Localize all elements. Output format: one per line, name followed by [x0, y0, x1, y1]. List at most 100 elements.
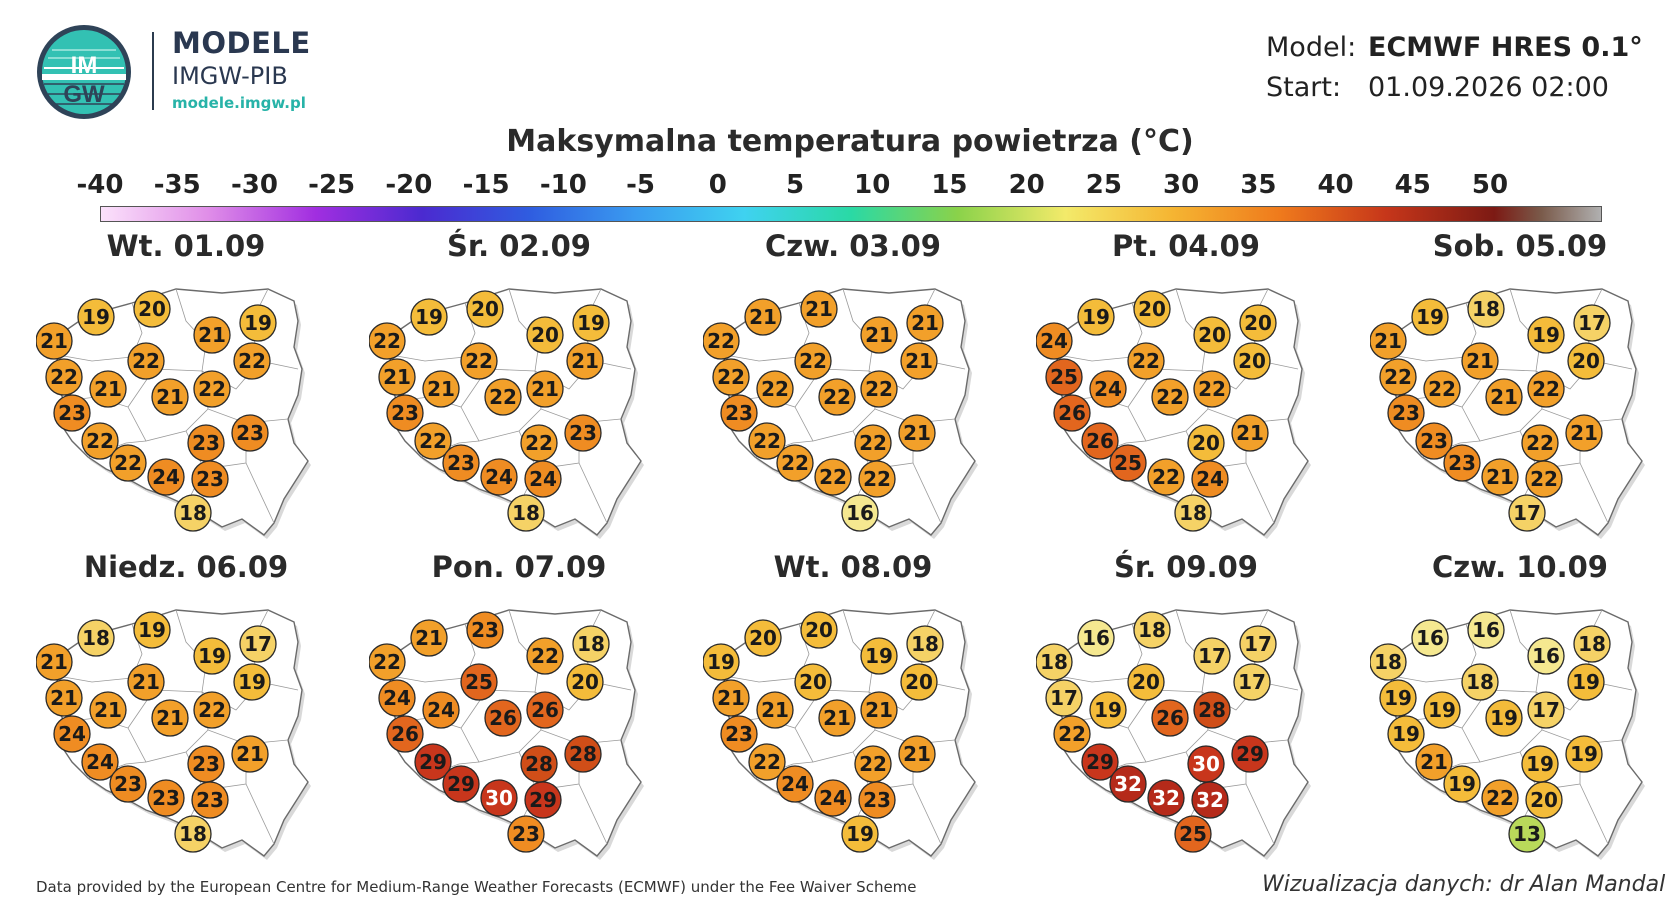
temperature-dot: [1565, 735, 1603, 773]
temperature-value: 22: [114, 451, 142, 475]
temperature-dot: [147, 458, 185, 496]
temperature-value: 19: [1082, 305, 1110, 329]
temperature-marker: 26: [1081, 422, 1119, 460]
temperature-value: 18: [1578, 632, 1606, 656]
temperature-value: 23: [391, 401, 419, 425]
temperature-value: 23: [569, 421, 597, 445]
temperature-marker: 29: [1231, 735, 1269, 773]
temperature-value: 19: [1532, 323, 1560, 347]
temperature-marker: 22: [369, 643, 406, 681]
temperature-value: 16: [1472, 618, 1500, 642]
temperature-dot: [1415, 743, 1453, 781]
temperature-dot: [1387, 715, 1425, 753]
temperature-dot: [239, 304, 277, 342]
temperature-value: 22: [753, 750, 781, 774]
temperature-dot: [744, 298, 782, 336]
imgw-logo: IM GW: [37, 25, 131, 119]
day-label: Śr. 02.09: [447, 229, 591, 263]
temperature-dot: [1089, 691, 1127, 729]
temperature-value: 22: [1058, 722, 1086, 746]
region-border: [1461, 406, 1543, 442]
temperature-dot: [566, 663, 604, 701]
temperature-value: 21: [427, 377, 455, 401]
temperature-value: 25: [1114, 451, 1142, 475]
temperature-marker: 22: [81, 422, 119, 460]
temperature-value: 23: [192, 431, 220, 455]
temperature-dot: [480, 458, 518, 496]
temperature-marker: 23: [191, 781, 229, 819]
temperature-marker: 18: [1461, 663, 1499, 701]
temperature-dot: [720, 715, 758, 753]
temperature-marker: 22: [748, 422, 786, 460]
visualization-credit: Wizualizacja danych: dr Alan Mandal: [1262, 872, 1666, 897]
temperature-marker: 18: [1573, 625, 1611, 663]
temperature-marker: 21: [127, 663, 165, 701]
temperature-value: 24: [1094, 377, 1122, 401]
temperature-dot: [800, 611, 838, 649]
temperature-value: 19: [707, 650, 735, 674]
scale-tick: -5: [626, 170, 655, 200]
temperature-marker: 20: [800, 611, 838, 649]
temperature-marker: 21: [1231, 414, 1269, 452]
temperature-value: 20: [1138, 297, 1166, 321]
temperature-dot: [1461, 663, 1499, 701]
temperature-dot: [1481, 458, 1519, 496]
scale-tick: 25: [1085, 170, 1122, 200]
temperature-marker: 17: [239, 625, 277, 663]
temperature-marker: 20: [566, 663, 604, 701]
colorbar: [100, 206, 1602, 222]
temperature-dot: [369, 643, 406, 681]
temperature-marker: 18: [174, 815, 212, 853]
temperature-marker: 24: [147, 458, 185, 496]
temperature-dot: [1127, 342, 1165, 380]
temperature-value: 24: [485, 465, 513, 489]
temperature-dot: [53, 715, 91, 753]
temperature-dot: [480, 779, 518, 817]
temperature-marker: 24: [81, 743, 119, 781]
temperature-value: 21: [1374, 329, 1402, 353]
svg-text:IM: IM: [71, 52, 98, 79]
temperature-marker: 30: [1187, 745, 1225, 783]
scale-tick: 15: [931, 170, 968, 200]
temperature-dot: [1485, 378, 1523, 416]
brand-url[interactable]: modele.imgw.pl: [172, 94, 306, 112]
temperature-dot: [1527, 316, 1565, 354]
temperature-value: 19: [198, 644, 226, 668]
temperature-value: 21: [156, 385, 184, 409]
temperature-dot: [378, 358, 416, 396]
temperature-value: 24: [1196, 467, 1224, 491]
scale-tick: 5: [785, 170, 805, 200]
temperature-marker: 22: [233, 342, 271, 380]
temperature-dot: [748, 743, 786, 781]
scale-tick: -35: [153, 170, 201, 200]
temperature-dot: [526, 370, 564, 408]
temperature-dot: [566, 342, 604, 380]
temperature-value: 25: [1050, 365, 1078, 389]
temperature-value: 22: [823, 385, 851, 409]
start-value: 01.09.2026 02:00: [1368, 72, 1609, 103]
temperature-value: 19: [415, 305, 443, 329]
temperature-value: 24: [58, 722, 86, 746]
temperature-value: 18: [179, 822, 207, 846]
temperature-value: 21: [156, 706, 184, 730]
temperature-dot: [818, 699, 856, 737]
temperature-dot: [1379, 679, 1417, 717]
temperature-marker: 22: [818, 378, 856, 416]
temperature-dot: [422, 691, 460, 729]
temperature-marker: 21: [151, 378, 189, 416]
temperature-dot: [45, 679, 83, 717]
forecast-panel: Pt. 04.09 19 20 20 24 20 20 25 22 24 26 22 22 21 26 20 2…: [1036, 229, 1336, 549]
temperature-marker: 19: [1485, 699, 1523, 737]
temperature-marker: 19: [1089, 691, 1127, 729]
temperature-dot: [1573, 625, 1611, 663]
temperature-marker: 23: [187, 424, 225, 462]
temperature-marker: 26: [1151, 699, 1189, 737]
temperature-marker: 23: [720, 394, 758, 432]
temperature-marker: 20: [1193, 316, 1231, 354]
temperature-dot: [1387, 394, 1425, 432]
brand-divider: [152, 32, 154, 110]
temperature-dot: [858, 781, 896, 819]
temperature-marker: 22: [776, 444, 814, 482]
